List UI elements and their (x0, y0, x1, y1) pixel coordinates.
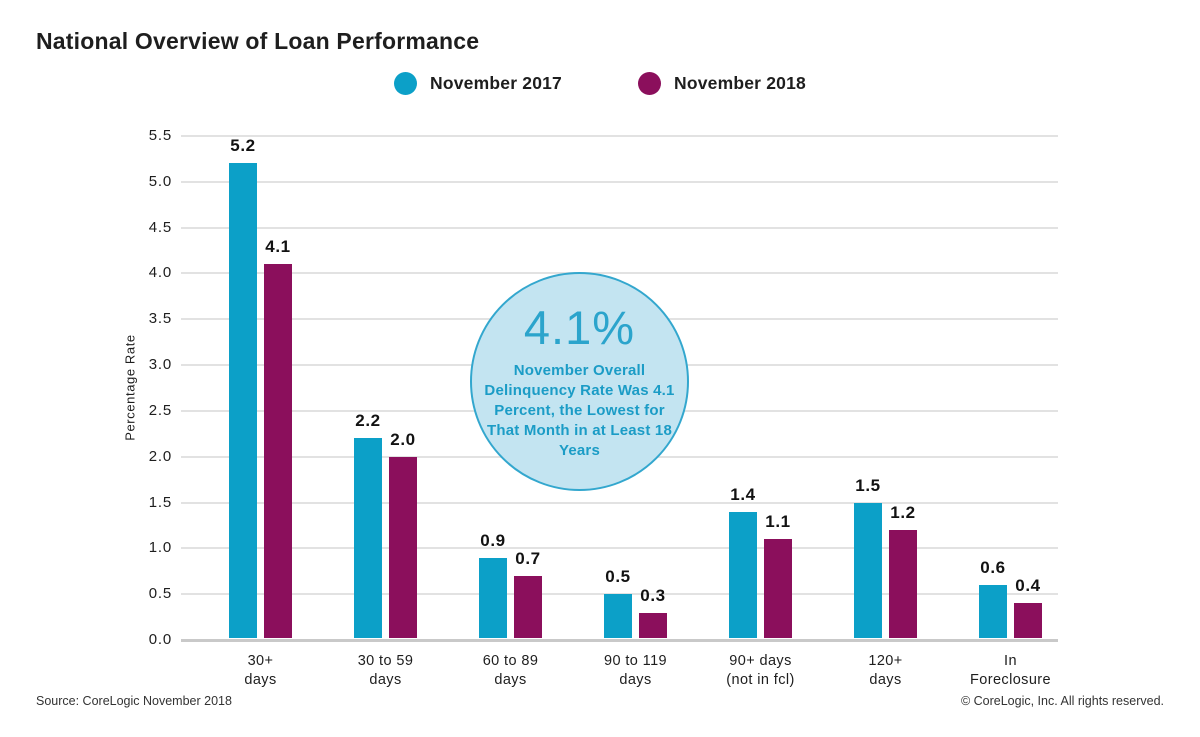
bar (389, 456, 417, 639)
bar-value-label: 0.5 (605, 567, 631, 587)
gridline (181, 272, 1058, 275)
legend-item-nov-2018: November 2018 (638, 72, 806, 95)
bar-value-label: 0.4 (1015, 576, 1041, 596)
bar (479, 557, 507, 639)
source-note: Source: CoreLogic November 2018 (36, 694, 232, 708)
bar (854, 502, 882, 639)
x-category-label: 90+ days (not in fcl) (726, 653, 795, 688)
x-category-label: 30 to 59 days (357, 653, 414, 688)
bar-value-label: 0.9 (480, 530, 506, 550)
legend-label-nov-2017: November 2017 (430, 73, 562, 93)
x-category-label: 90 to 119 days (604, 653, 667, 688)
gridline (181, 226, 1058, 229)
y-tick-label: 0.5 (148, 585, 172, 603)
chart-legend: November 2017 November 2018 (0, 72, 1200, 95)
y-tick-label: 5.5 (148, 127, 172, 144)
x-category-label: 120+ days (868, 653, 903, 688)
callout-body: November Overall Delinquency Rate Was 4.… (484, 362, 675, 459)
bar (889, 530, 917, 639)
bar (729, 511, 757, 639)
bar (1014, 603, 1042, 639)
bar-value-label: 4.1 (265, 237, 291, 257)
x-axis-line (181, 638, 1058, 642)
chart-title: National Overview of Loan Performance (36, 28, 480, 54)
bar (514, 575, 542, 639)
bar (354, 438, 382, 639)
y-tick-label: 1.0 (148, 539, 172, 557)
y-tick-label: 4.5 (148, 218, 172, 236)
bar (264, 264, 292, 639)
bar-value-label: 1.4 (730, 484, 756, 504)
y-tick-label: 3.5 (148, 310, 172, 328)
x-category-label: In Foreclosure (970, 653, 1051, 688)
x-category-label: 30+ days (244, 653, 277, 688)
bar-value-label: 2.2 (355, 411, 381, 431)
bar (764, 539, 792, 639)
gridline (181, 180, 1058, 183)
y-tick-label: 1.5 (148, 493, 172, 511)
bar-value-label: 1.2 (890, 503, 916, 523)
bar (229, 163, 257, 639)
bar-value-label: 5.2 (230, 136, 256, 156)
callout-headline: 4.1% (523, 301, 636, 354)
bar-value-label: 0.6 (980, 558, 1006, 578)
copyright-note: © CoreLogic, Inc. All rights reserved. (960, 694, 1164, 708)
legend-swatch-nov-2017-icon (394, 72, 418, 95)
bar-value-label: 0.7 (515, 548, 541, 568)
bar (604, 594, 632, 639)
y-tick-label: 2.5 (148, 401, 172, 419)
bar-value-label: 2.0 (390, 429, 416, 449)
bar (979, 585, 1007, 639)
y-tick-label: 3.0 (148, 356, 172, 374)
gridline (181, 135, 1058, 137)
y-tick-label: 0.0 (148, 631, 172, 648)
y-tick-label: 5.0 (148, 172, 172, 190)
gridline (181, 547, 1058, 550)
bar-value-label: 1.1 (765, 512, 791, 532)
legend-label-nov-2018: November 2018 (674, 73, 806, 93)
bar-value-label: 0.3 (640, 585, 666, 605)
bar (639, 612, 667, 639)
x-category-label: 60 to 89 days (482, 653, 539, 688)
legend-swatch-nov-2018-icon (638, 72, 661, 95)
bar-value-label: 1.5 (855, 475, 881, 495)
y-tick-label: 4.0 (148, 264, 172, 282)
y-tick-label: 2.0 (148, 447, 172, 465)
y-axis-title: Percentage Rate (122, 334, 138, 441)
legend-item-nov-2017: November 2017 (394, 72, 562, 95)
callout-circle: 4.1% November Overall Delinquency Rate W… (470, 272, 689, 491)
gridline (181, 501, 1058, 504)
